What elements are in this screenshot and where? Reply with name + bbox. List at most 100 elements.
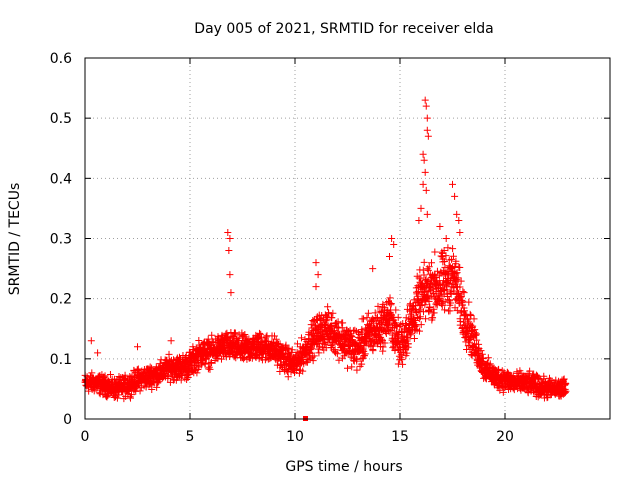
data-point: [312, 283, 320, 291]
data-point: [201, 360, 209, 368]
data-point: [316, 315, 324, 323]
data-point: [322, 317, 330, 325]
data-point: [130, 367, 138, 375]
data-point: [136, 387, 144, 395]
data-point: [351, 326, 359, 334]
data-point: [204, 365, 212, 373]
y-tick-label: 0.1: [50, 352, 72, 368]
data-point: [348, 363, 356, 371]
x-tick-label: 5: [186, 429, 195, 445]
data-point: [421, 96, 429, 104]
data-point: [442, 252, 450, 260]
data-point: [381, 339, 389, 347]
data-point: [449, 245, 457, 253]
data-point: [312, 259, 320, 267]
data-point: [387, 300, 395, 308]
data-point: [364, 309, 372, 317]
data-point: [424, 132, 432, 140]
data-point: [403, 349, 411, 357]
data-points: [81, 96, 570, 421]
data-point: [183, 372, 191, 380]
data-point: [379, 343, 387, 351]
data-point: [88, 369, 96, 377]
data-point: [465, 298, 473, 306]
data-point: [276, 340, 284, 348]
data-point: [329, 309, 337, 317]
data-point: [416, 313, 424, 321]
data-point: [473, 336, 481, 344]
data-point: [412, 322, 420, 330]
data-point: [369, 342, 377, 350]
data-point: [424, 266, 432, 274]
data-point: [430, 309, 438, 317]
data-point: [425, 308, 433, 316]
data-point: [284, 373, 292, 381]
data-point: [459, 297, 467, 305]
data-point: [333, 350, 341, 358]
data-point: [423, 210, 431, 218]
data-point: [420, 156, 428, 164]
data-point: [453, 210, 461, 218]
data-point: [385, 320, 393, 328]
data-point: [467, 312, 475, 320]
data-point: [477, 347, 485, 355]
data-point: [394, 313, 402, 321]
data-point: [343, 364, 351, 372]
data-point: [299, 367, 307, 375]
y-tick-label: 0.3: [50, 232, 72, 248]
data-point: [420, 271, 428, 279]
data-point: [423, 114, 431, 122]
data-point: [224, 228, 232, 236]
data-point: [113, 394, 121, 402]
data-point: [452, 270, 460, 278]
data-point: [444, 244, 452, 252]
data-point: [536, 375, 544, 383]
data-point: [499, 388, 507, 396]
data-point: [339, 319, 347, 327]
data-point: [404, 340, 412, 348]
data-point: [315, 349, 323, 357]
data-point: [224, 333, 232, 341]
data-point: [422, 102, 430, 110]
y-tick-label: 0.6: [50, 51, 72, 67]
x-tick-label: 15: [391, 429, 409, 445]
data-point: [227, 289, 235, 297]
data-point: [406, 331, 414, 339]
data-point: [309, 357, 317, 365]
data-point: [562, 387, 570, 395]
data-point: [126, 394, 134, 402]
data-point: [320, 321, 328, 329]
data-point: [207, 359, 215, 367]
data-point: [288, 346, 296, 354]
data-point: [495, 365, 503, 373]
data-point: [94, 349, 102, 357]
data-point: [466, 310, 474, 318]
data-point: [415, 327, 423, 335]
data-point: [332, 349, 340, 357]
data-point: [255, 329, 263, 337]
axis-ticks: 0 0.1 0.2 0.3 0.4 0.5 0.6 0 5 10 15 20: [50, 51, 610, 445]
data-point: [498, 367, 506, 375]
data-point: [422, 315, 430, 323]
data-point: [460, 289, 468, 297]
data-point: [449, 180, 456, 188]
data-point: [164, 372, 172, 380]
data-point: [417, 274, 425, 282]
data-point: [167, 337, 175, 345]
chart-title: Day 005 of 2021, SRMTID for receiver eld…: [194, 21, 493, 37]
data-point: [429, 314, 437, 322]
data-point: [457, 293, 465, 301]
data-point: [415, 307, 423, 315]
data-point: [421, 168, 429, 176]
data-point: [208, 331, 216, 339]
data-point: [440, 258, 448, 266]
data-point: [257, 330, 265, 338]
data-point: [457, 277, 465, 285]
data-point: [396, 322, 404, 330]
data-point: [420, 258, 428, 266]
data-point: [423, 126, 431, 134]
data-point: [446, 307, 454, 315]
data-point: [315, 342, 323, 350]
data-point: [459, 288, 467, 296]
